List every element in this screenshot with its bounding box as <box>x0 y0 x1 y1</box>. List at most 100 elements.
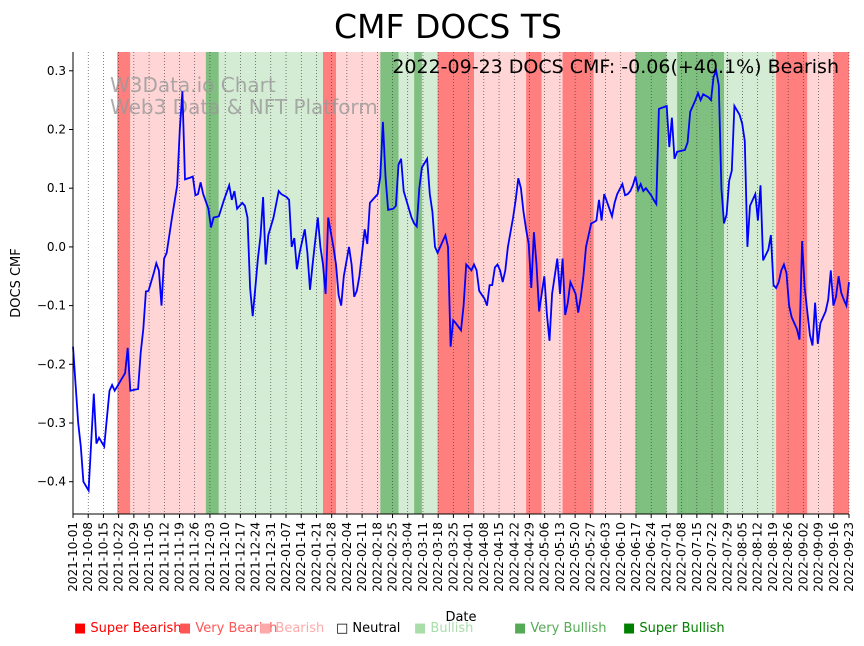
x-tick-label: 2021-11-12 <box>157 522 171 592</box>
y-tick-label: 0.2 <box>47 122 66 136</box>
x-tick-label: 2022-06-17 <box>629 522 643 592</box>
x-tick-label: 2021-10-22 <box>112 522 126 592</box>
x-tick-label: 2022-07-22 <box>705 522 719 592</box>
y-tick-label: 0.0 <box>47 240 66 254</box>
regime-band-bearish <box>130 52 206 514</box>
x-tick-label: 2021-12-31 <box>264 522 278 592</box>
regime-band-very-bearish <box>562 52 594 514</box>
x-tick-label: 2022-02-18 <box>370 522 384 592</box>
regime-band-very-bullish <box>380 52 399 514</box>
legend-item-very-bullish: ■ Very Bullish <box>514 621 607 636</box>
regime-band-bullish <box>724 52 777 514</box>
x-tick-label: 2021-10-15 <box>96 522 110 592</box>
latest-value-annotation: 2022-09-23 DOCS CMF: -0.06(+40.1%) Beari… <box>392 56 839 78</box>
x-tick-label: 2022-07-01 <box>659 522 673 592</box>
regime-band-bearish <box>541 52 563 514</box>
legend-item-super-bullish: ■ Super Bullish <box>623 621 725 636</box>
y-tick-label: −0.4 <box>37 475 66 489</box>
y-tick-label: −0.1 <box>37 299 66 313</box>
x-tick-label: 2022-06-10 <box>614 522 628 592</box>
x-tick-label: 2022-09-16 <box>827 522 841 592</box>
chart-title: CMF DOCS TS <box>334 7 562 46</box>
x-tick-label: 2022-07-29 <box>720 522 734 592</box>
cmf-series-line <box>72 67 850 494</box>
x-tick-label: 2022-03-04 <box>401 522 415 592</box>
x-tick-label: 2022-01-14 <box>294 522 308 592</box>
x-tick-label: 2021-12-03 <box>203 522 217 592</box>
regime-band-bullish <box>421 52 438 514</box>
x-tick-label: 2022-01-21 <box>309 522 323 592</box>
legend-item-very-bearish: ■ Very Bearish <box>179 621 278 636</box>
watermark: W3Data.io Chart Web3 Data & NFT Platform <box>110 73 378 119</box>
x-tick-label: 2022-09-09 <box>812 522 826 592</box>
x-tick-label: 2021-12-24 <box>249 522 263 592</box>
x-tick-label: 2021-12-10 <box>218 522 232 592</box>
x-tick-label: 2022-09-02 <box>796 522 810 592</box>
x-tick-label: 2022-08-05 <box>735 522 749 592</box>
x-tick-label: 2021-10-08 <box>81 522 95 592</box>
regime-band-very-bearish <box>117 52 131 514</box>
x-tick-label: 2021-10-01 <box>66 522 80 592</box>
y-tick-label: −0.2 <box>37 357 66 371</box>
x-tick-label: 2022-03-25 <box>446 522 460 592</box>
y-axis-label: DOCS CMF <box>9 248 24 317</box>
x-tick-label: 2022-04-15 <box>492 522 506 592</box>
x-axis-label: Date <box>445 610 476 625</box>
x-tick-label: 2022-08-26 <box>781 522 795 592</box>
regime-band-very-bearish <box>833 52 849 514</box>
x-tick-label: 2022-05-20 <box>568 522 582 592</box>
x-tick-label: 2022-07-15 <box>690 522 704 592</box>
x-tick-label: 2022-03-11 <box>416 522 430 592</box>
x-tick-label: 2022-03-18 <box>431 522 445 592</box>
regime-band-very-bullish <box>414 52 422 514</box>
regime-band-very-bullish <box>687 52 725 514</box>
x-tick-label: 2022-02-04 <box>340 522 354 592</box>
x-tick-label: 2022-07-08 <box>675 522 689 592</box>
x-tick-label: 2022-06-03 <box>599 522 613 592</box>
x-tick-label: 2022-01-28 <box>325 522 339 592</box>
x-tick-label: 2022-09-23 <box>842 522 856 592</box>
x-tick-label: 2021-11-05 <box>142 522 156 592</box>
regime-band-very-bearish <box>322 52 337 514</box>
regime-band-very-bearish <box>437 52 475 514</box>
x-tick-label: 2022-04-29 <box>522 522 536 592</box>
x-tick-label: 2022-05-27 <box>583 522 597 592</box>
x-tick-label: 2022-04-22 <box>507 522 521 592</box>
regime-band-very-bearish <box>776 52 808 514</box>
regime-band-very-bearish <box>526 52 542 514</box>
x-tick-label: 2021-11-26 <box>188 522 202 592</box>
legend-item-neutral: □ Neutral <box>336 621 401 636</box>
regime-band-bearish <box>474 52 527 514</box>
y-tick-label: 0.1 <box>47 181 66 195</box>
x-tick-label: 2022-02-25 <box>386 522 400 592</box>
x-tick-label: 2022-05-06 <box>538 522 552 592</box>
x-tick-label: 2022-08-19 <box>766 522 780 592</box>
regime-band-bullish <box>398 52 415 514</box>
y-tick-label: 0.3 <box>47 64 66 78</box>
watermark-line-1: W3Data.io Chart <box>110 73 276 97</box>
x-tick-label: 2022-01-07 <box>279 522 293 592</box>
vertical-gridlines <box>72 52 850 514</box>
x-tick-label: 2022-06-24 <box>644 522 658 592</box>
legend-item-bullish: ■ Bullish <box>414 621 474 636</box>
legend: ■ Super Bearish ■ Very Bearish ■ Bearish □ … <box>74 621 864 639</box>
regime-band-very-bullish <box>677 52 688 514</box>
regime-band-bearish <box>593 52 636 514</box>
x-tick-label: 2022-05-13 <box>553 522 567 592</box>
x-tick-label: 2022-02-11 <box>355 522 369 592</box>
legend-item-bearish: ■ Bearish <box>259 621 325 636</box>
x-tick-label: 2022-04-08 <box>477 522 491 592</box>
x-tick-label: 2021-11-19 <box>173 522 187 592</box>
regime-band-bullish <box>666 52 678 514</box>
x-ticks: 2021-10-01 2021-10-08 2021-10-15 2021-10-22… <box>66 514 856 592</box>
regime-band-very-bullish <box>205 52 219 514</box>
x-tick-label: 2021-10-29 <box>127 522 141 592</box>
y-ticks: −0.4 −0.3 −0.2 −0.1 0.0 0.1 0.2 0.3 <box>37 64 73 489</box>
x-tick-label: 2021-12-17 <box>233 522 247 592</box>
watermark-line-2: Web3 Data & NFT Platform <box>110 95 378 119</box>
x-tick-label: 2022-04-01 <box>462 522 476 592</box>
regime-bands <box>117 52 849 514</box>
x-tick-label: 2022-08-12 <box>751 522 765 592</box>
legend-item-super-bearish: ■ Super Bearish <box>74 621 182 636</box>
